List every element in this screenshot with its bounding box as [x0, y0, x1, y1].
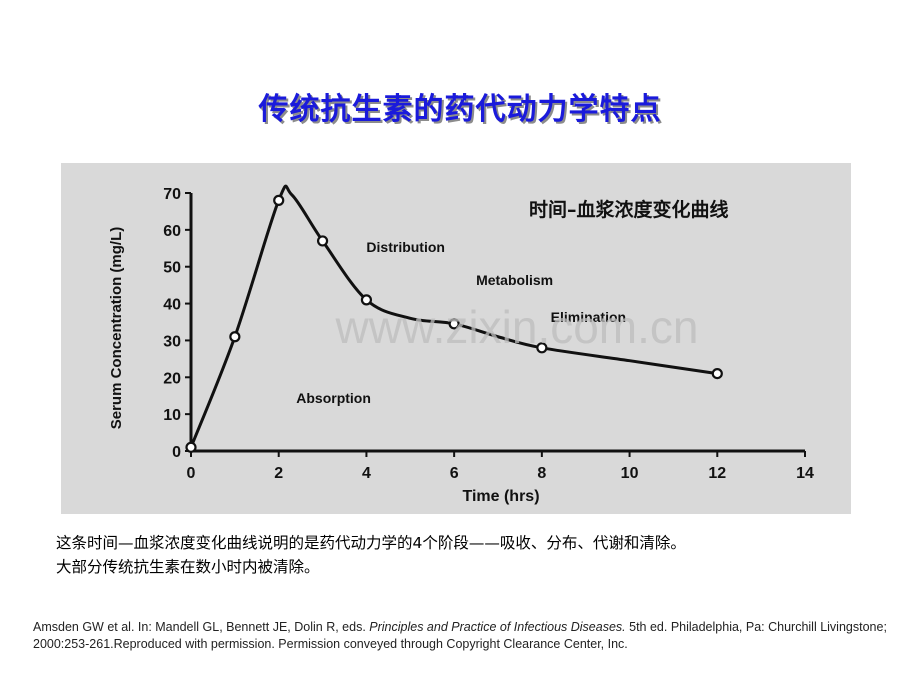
data-point	[316, 235, 329, 247]
y-tick-label: 40	[163, 297, 181, 314]
chart-axes	[189, 193, 805, 453]
caption-line-2: 大部分传统抗生素在数小时内被清除。	[56, 558, 320, 576]
y-tick-label: 70	[163, 186, 181, 203]
data-point	[711, 368, 723, 380]
y-tick-label: 50	[163, 260, 181, 277]
reference-part-1: Amsden GW et al. In: Mandell GL, Bennett…	[33, 620, 370, 634]
y-tick-label: 20	[163, 370, 181, 387]
y-axis-label: Serum Concentration (mg/L)	[108, 227, 125, 430]
x-tick-label: 4	[362, 465, 371, 482]
data-point	[229, 331, 241, 343]
data-point	[185, 441, 197, 453]
chart-panel: 0 10 20 30 40 50 60 70 0 2 4 6 8 10 12 14 Absorption Dis…	[61, 163, 851, 514]
pk-curve-chart: 0 10 20 30 40 50 60 70 0 2 4 6 8 10 12 14 Absorption Dis…	[108, 184, 814, 505]
x-tick-label: 8	[537, 465, 546, 482]
data-point	[360, 294, 373, 306]
phase-label: Elimination	[551, 309, 626, 325]
chart-series	[185, 184, 723, 453]
x-tick-label: 0	[187, 465, 196, 482]
concentration-curve	[189, 184, 718, 448]
page-title: 传统抗生素的药代动力学特点	[258, 92, 662, 127]
reference-citation: Amsden GW et al. In: Mandell GL, Bennett…	[33, 619, 893, 653]
watermark-text: www.zixin.com.cn	[335, 301, 699, 353]
x-axis-label: Time (hrs)	[462, 488, 539, 505]
x-tick-label: 12	[708, 465, 726, 482]
chart-ticks: 0 10 20 30 40 50 60 70 0 2 4 6 8 10 12 14	[163, 186, 814, 482]
y-tick-label: 10	[163, 407, 181, 424]
reference-book-title: Principles and Practice of Infectious Di…	[369, 620, 626, 634]
x-tick-label: 10	[621, 465, 639, 482]
data-point	[448, 318, 460, 330]
x-tick-label: 2	[274, 465, 283, 482]
phase-label: Metabolism	[476, 272, 553, 288]
y-tick-label: 0	[172, 444, 181, 461]
y-tick-label: 60	[163, 223, 181, 240]
data-point	[536, 342, 548, 354]
caption-line-1: 这条时间—血浆浓度变化曲线说明的是药代动力学的4个阶段——吸收、分布、代谢和清除…	[56, 534, 686, 552]
phase-label: Distribution	[366, 239, 445, 255]
x-tick-label: 14	[796, 465, 814, 482]
caption: 这条时间—血浆浓度变化曲线说明的是药代动力学的4个阶段——吸收、分布、代谢和清除…	[56, 531, 916, 579]
chart-title: 时间–血浆浓度变化曲线	[529, 198, 729, 221]
x-tick-label: 6	[450, 465, 459, 482]
data-point	[273, 194, 285, 206]
y-tick-label: 30	[163, 333, 181, 350]
chart-annotations: Absorption Distribution Metabolism Eliminat…	[296, 239, 626, 406]
phase-label: Absorption	[296, 390, 371, 406]
reference-part-2: 5th ed. Philadelphia, Pa: Churchill Livi…	[33, 620, 887, 651]
